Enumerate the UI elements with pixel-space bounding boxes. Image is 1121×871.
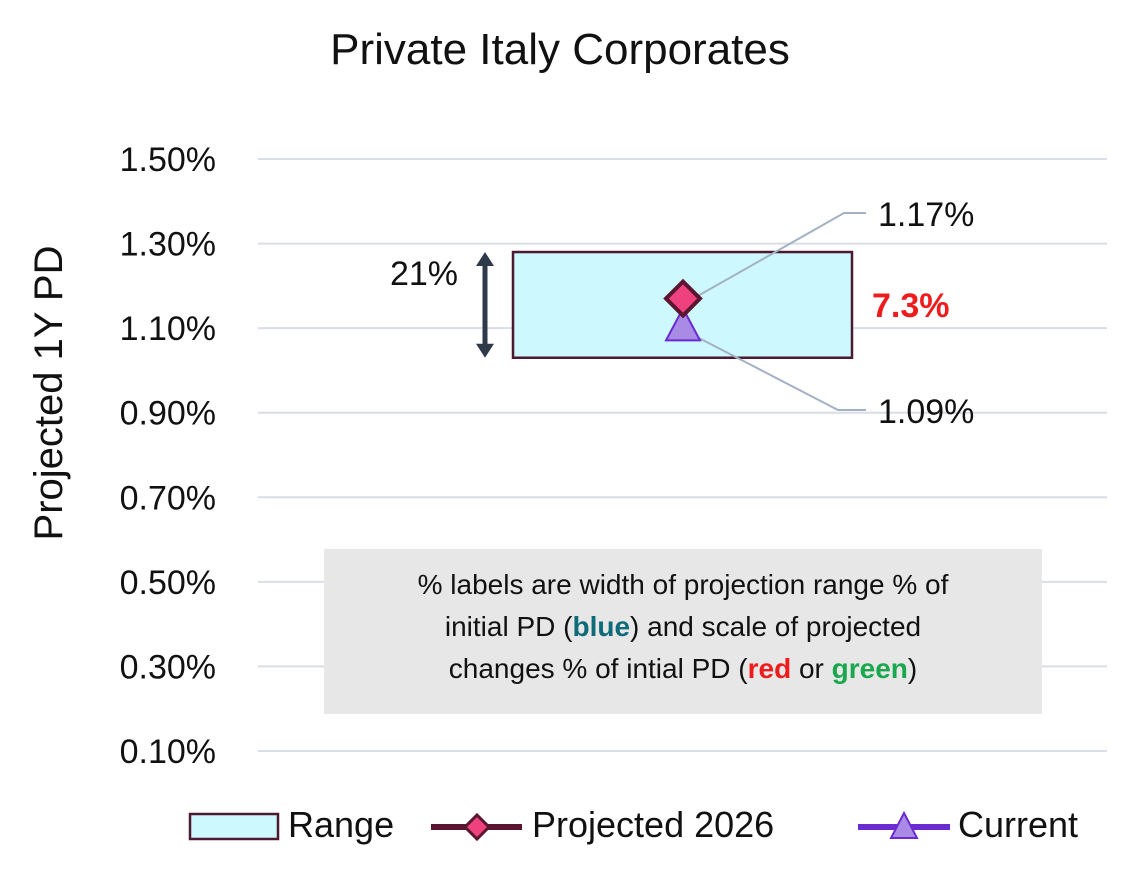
y-tick-label: 0.10% [120,733,216,771]
note-line-2: initial PD (blue) and scale of projected [445,611,921,642]
explanation-note: % labels are width of projection range %… [324,549,1042,714]
y-tick-label: 1.10% [120,310,216,348]
note-blue-word: blue [572,611,630,642]
note-text-2: initial PD ( [445,611,573,642]
note-background [324,549,1042,714]
current-leader-line [687,331,866,411]
y-tick-label: 0.70% [120,479,216,517]
note-text-1: % labels are width of projection range %… [418,569,949,600]
legend-current-label: Current [958,804,1078,845]
projected-diamond-marker [663,278,703,319]
legend-projected-label: Projected 2026 [532,804,774,845]
y-tick-label: 0.90% [120,395,216,433]
y-tick-label: 0.50% [120,564,216,602]
note-line-1: % labels are width of projection range %… [418,569,949,600]
projected-leader-line [687,212,866,303]
y-tick-labels: 1.50% 1.30% 1.10% 0.90% 0.70% 0.50% 0.30% 0.10% [120,141,216,771]
width-label: 21% [390,255,458,293]
legend-range-label: Range [288,804,394,845]
note-text-5: ) [908,653,917,684]
projected-value-label: 1.17% [878,196,974,234]
arrow-down-icon [476,343,494,358]
current-triangle-marker [664,306,702,342]
y-tick-label: 0.30% [120,648,216,686]
note-text-or: or [791,653,831,684]
note-text-3: ) and scale of projected [630,611,921,642]
y-tick-label: 1.30% [120,226,216,264]
width-arrow [476,252,494,358]
chart-title: Private Italy Corporates [330,25,790,74]
legend-diamond-icon [462,812,492,842]
note-red-word: red [748,653,792,684]
change-label: 7.3% [872,287,950,325]
y-tick-label: 1.50% [120,141,216,179]
note-line-3: changes % of intial PD (red or green) [449,653,917,684]
legend: Range Projected 2026 Current [188,804,1078,845]
arrow-up-icon [476,252,494,267]
current-value-label: 1.09% [878,393,974,431]
y-axis-label: Projected 1Y PD [27,246,71,541]
note-text-4: changes % of intial PD ( [449,653,748,684]
legend-triangle-icon [889,810,919,839]
note-green-word: green [832,653,908,684]
legend-range-swatch [188,812,280,841]
